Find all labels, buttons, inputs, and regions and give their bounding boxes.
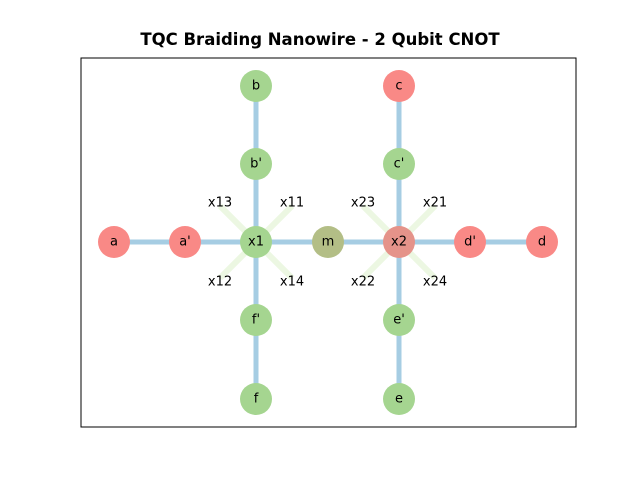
- node-c_p: c': [383, 148, 415, 180]
- node-f_p: f': [240, 304, 272, 336]
- node-d: d: [526, 226, 558, 258]
- node-circle-e: [383, 383, 415, 415]
- node-label-b: b: [252, 79, 260, 94]
- node-label-x1: x1: [248, 235, 264, 250]
- junction-label-x24: x24: [423, 275, 447, 290]
- node-circle-d: [526, 226, 558, 258]
- node-label-a_p: a': [179, 235, 191, 250]
- node-circle-x1: [240, 226, 272, 258]
- node-circle-f_p: [240, 304, 272, 336]
- node-circle-b_p: [240, 148, 272, 180]
- node-label-e: e: [395, 392, 403, 407]
- node-f: f: [240, 383, 272, 415]
- node-e_p: e': [383, 304, 415, 336]
- node-x1: x1: [240, 226, 272, 258]
- node-label-x2: x2: [391, 235, 407, 250]
- node-circle-f: [240, 383, 272, 415]
- node-circle-x2: [383, 226, 415, 258]
- node-label-f: f: [254, 392, 259, 407]
- node-e: e: [383, 383, 415, 415]
- junction-label-x21: x21: [423, 196, 447, 211]
- node-circle-a_p: [169, 226, 201, 258]
- node-label-d_p: d': [464, 235, 476, 250]
- node-label-c_p: c': [394, 157, 405, 172]
- node-label-f_p: f': [252, 313, 260, 328]
- junction-label-x14: x14: [280, 275, 304, 290]
- node-d_p: d': [454, 226, 486, 258]
- node-circle-b: [240, 70, 272, 102]
- node-circle-d_p: [454, 226, 486, 258]
- node-x2: x2: [383, 226, 415, 258]
- node-circle-c_p: [383, 148, 415, 180]
- node-a: a: [98, 226, 130, 258]
- node-circle-a: [98, 226, 130, 258]
- node-circle-e_p: [383, 304, 415, 336]
- plot-frame: [80, 57, 577, 428]
- diagram-title: TQC Braiding Nanowire - 2 Qubit CNOT: [140, 30, 500, 49]
- node-b: b: [240, 70, 272, 102]
- node-circle-m: [312, 226, 344, 258]
- node-label-c: c: [395, 79, 402, 94]
- wire-nodes: a a' x1 m x2 d' d b b' f' f c c' e' e: [98, 70, 558, 415]
- node-label-b_p: b': [250, 157, 262, 172]
- node-label-e_p: e': [393, 313, 405, 328]
- node-c: c: [383, 70, 415, 102]
- junction-label-x12: x12: [208, 275, 232, 290]
- node-circle-c: [383, 70, 415, 102]
- node-label-d: d: [538, 235, 546, 250]
- node-label-m: m: [322, 235, 335, 250]
- junction-labels: x13 x11 x12 x14 x23 x21 x22 x24: [208, 196, 447, 290]
- junction-label-x11: x11: [280, 196, 304, 211]
- node-m: m: [312, 226, 344, 258]
- node-label-a: a: [110, 235, 118, 250]
- node-b_p: b': [240, 148, 272, 180]
- junction-label-x23: x23: [351, 196, 375, 211]
- junction-label-x22: x22: [351, 275, 375, 290]
- node-a_p: a': [169, 226, 201, 258]
- junction-label-x13: x13: [208, 196, 232, 211]
